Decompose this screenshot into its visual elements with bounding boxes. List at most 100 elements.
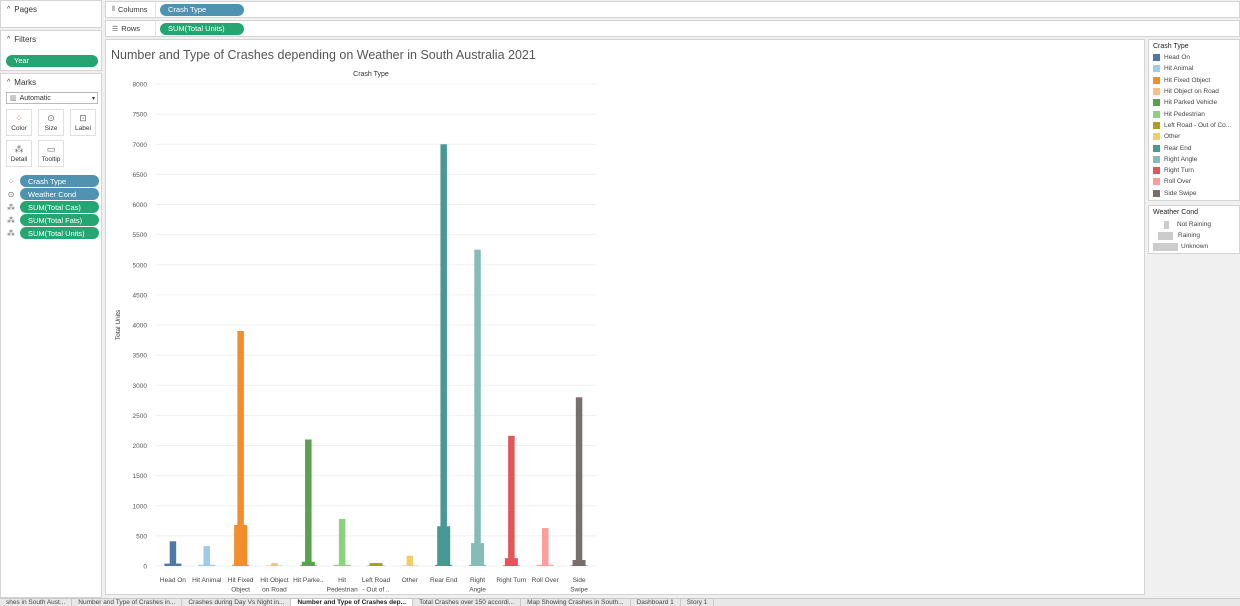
legend-item-crash-type[interactable]: Head On: [1153, 52, 1235, 63]
columns-icon: ⫴: [112, 5, 115, 13]
filters-header[interactable]: ^ Filters: [1, 31, 101, 48]
bar-not-raining[interactable]: [271, 562, 278, 566]
sheet-tab[interactable]: Number and Type of Crashes dep...: [291, 599, 414, 606]
color-button[interactable]: ⁘ Color: [6, 109, 32, 136]
bar-not-raining[interactable]: [406, 555, 414, 566]
bar-not-raining[interactable]: [338, 519, 346, 566]
legend-swatch: [1153, 167, 1160, 175]
weather-legend-item[interactable]: Not Raining: [1153, 219, 1235, 230]
sheet-tab[interactable]: Number and Type of Crashes in...: [72, 599, 183, 606]
sheet-tab[interactable]: Story 1: [681, 599, 715, 606]
tooltip-button[interactable]: ▭ Tooltip: [38, 140, 64, 167]
weather-label-not-raining: Not Raining: [1177, 221, 1211, 228]
tooltip-icon: ▭: [46, 144, 56, 154]
rows-shelf-label: ☰ Rows: [106, 21, 156, 36]
rows-pill-total-units[interactable]: SUM(Total Units): [160, 22, 244, 35]
label-button[interactable]: ⊡ Label: [70, 109, 96, 136]
legend-item-crash-type[interactable]: Roll Over: [1153, 176, 1235, 187]
legend-item-crash-type[interactable]: Hit Parked Vehicle: [1153, 97, 1235, 108]
x-tick-label-line: Hit Parke..: [293, 577, 324, 584]
bar-not-raining[interactable]: [305, 439, 312, 566]
field-crash-type-row: ⁘ Crash Type: [6, 175, 99, 187]
weather-legend-item[interactable]: Raining: [1153, 230, 1235, 241]
bar-not-raining[interactable]: [169, 541, 177, 566]
bar-not-raining[interactable]: [237, 331, 244, 566]
legend-item-crash-type[interactable]: Hit Animal: [1153, 63, 1235, 74]
sheet-tab[interactable]: Crashes during Day Vs Night in...: [182, 599, 292, 606]
legend-label: Hit Object on Road: [1164, 88, 1219, 96]
bar-not-raining[interactable]: [372, 563, 380, 566]
legend-item-crash-type[interactable]: Right Turn: [1153, 165, 1235, 176]
field-pill-total-units[interactable]: SUM(Total Units): [20, 227, 99, 239]
legend-swatch: [1153, 99, 1160, 107]
y-tick-label: 2000: [133, 443, 148, 450]
legend-swatch: [1153, 76, 1160, 84]
x-tick-label-line: Roll Over: [532, 577, 560, 584]
legend-item-crash-type[interactable]: Hit Object on Road: [1153, 86, 1235, 97]
legend-swatch: [1153, 178, 1160, 186]
filter-year-pill[interactable]: Year: [6, 54, 98, 67]
size-button[interactable]: ⊙ Size: [38, 109, 64, 136]
y-tick-label: 2500: [133, 413, 148, 420]
legend-item-crash-type[interactable]: Rear End: [1153, 142, 1235, 153]
legend-item-crash-type[interactable]: Hit Pedestrian: [1153, 108, 1235, 119]
x-tick-label-line: Other: [402, 577, 419, 584]
tooltip-button-label: Tooltip: [41, 156, 61, 163]
legend-label: Hit Fixed Object: [1164, 76, 1211, 84]
x-tick-label: Side Swipe: [570, 577, 588, 594]
sheet-tab[interactable]: Map Showing Crashes in South...: [521, 599, 631, 606]
columns-shelf[interactable]: ⫴ Columns Crash Type: [105, 1, 1240, 18]
legend-label: Hit Pedestrian: [1164, 110, 1205, 118]
x-tick-label-line: Object: [231, 587, 250, 594]
field-pill-weather-cond[interactable]: Weather Cond: [20, 188, 99, 200]
field-pill-total-fats[interactable]: SUM(Total Fats): [20, 214, 99, 226]
legend-item-crash-type[interactable]: Side Swipe: [1153, 188, 1235, 199]
x-tick-label-line: Hit Animal: [192, 577, 222, 584]
x-tick-label-line: Hit: [338, 577, 346, 584]
y-tick-label: 6000: [133, 202, 148, 209]
bar-not-raining[interactable]: [541, 528, 549, 566]
detail-icon: ⁂: [7, 228, 15, 238]
weather-legend-item[interactable]: Unknown: [1153, 241, 1235, 252]
rows-shelf[interactable]: ☰ Rows SUM(Total Units): [105, 20, 1240, 37]
columns-pill-crash-type[interactable]: Crash Type: [160, 3, 244, 16]
pages-header[interactable]: ^ Pages: [1, 1, 101, 18]
legend-item-crash-type[interactable]: Right Angle: [1153, 154, 1235, 165]
mark-type-dropdown[interactable]: ▥ Automatic ▾: [6, 92, 98, 104]
legend-swatch: [1153, 133, 1160, 141]
chevron-down-icon: ▾: [91, 95, 95, 102]
y-tick-label: 7500: [133, 112, 148, 119]
legend-item-crash-type[interactable]: Other: [1153, 131, 1235, 142]
sheet-tab[interactable]: shes in South Aust...: [0, 599, 73, 606]
legend-item-crash-type[interactable]: Left Road - Out of Co...: [1153, 120, 1235, 131]
x-tick-label-line: Side: [573, 577, 586, 584]
legend-item-crash-type[interactable]: Hit Fixed Object: [1153, 75, 1235, 86]
legend-label: Head On: [1164, 54, 1191, 62]
field-pill-total-cas[interactable]: SUM(Total Cas): [20, 201, 99, 213]
crash-type-legend-items: Head On Hit Animal Hit Fixed Object Hit Obj…: [1153, 52, 1235, 199]
filters-title: Filters: [14, 35, 37, 44]
sheet-tabs: shes in South Aust... Number and Type of …: [0, 598, 1240, 606]
sheet-tab[interactable]: Total Crashes over 150 accordi...: [413, 599, 522, 606]
bar-not-raining[interactable]: [203, 546, 211, 566]
x-tick-label-line: Head On: [160, 577, 186, 584]
marks-header[interactable]: ^ Marks: [1, 74, 101, 91]
columns-shelf-label: ⫴ Columns: [106, 2, 156, 17]
legend-swatch: [1153, 110, 1160, 118]
bar-not-raining[interactable]: [508, 435, 515, 566]
x-tick-label-line: on Road: [262, 587, 287, 594]
bar-not-raining[interactable]: [440, 144, 447, 566]
detail-button[interactable]: ⁂ Detail: [6, 140, 32, 167]
bar-not-raining[interactable]: [474, 249, 481, 566]
gridlines: [156, 83, 596, 567]
legend-label: Roll Over: [1164, 178, 1192, 186]
sheet-tab[interactable]: Dashboard 1: [631, 599, 681, 606]
bar-not-raining[interactable]: [575, 397, 583, 566]
y-tick-label: 7000: [133, 142, 148, 149]
legend-swatch: [1153, 189, 1160, 197]
x-tick-label-line: Angle: [469, 587, 486, 594]
field-pill-crash-type[interactable]: Crash Type: [20, 175, 99, 187]
size-button-label: Size: [44, 125, 58, 132]
x-tick-label-line: Rear End: [430, 577, 458, 584]
chevron-up-icon: ^: [7, 79, 11, 86]
